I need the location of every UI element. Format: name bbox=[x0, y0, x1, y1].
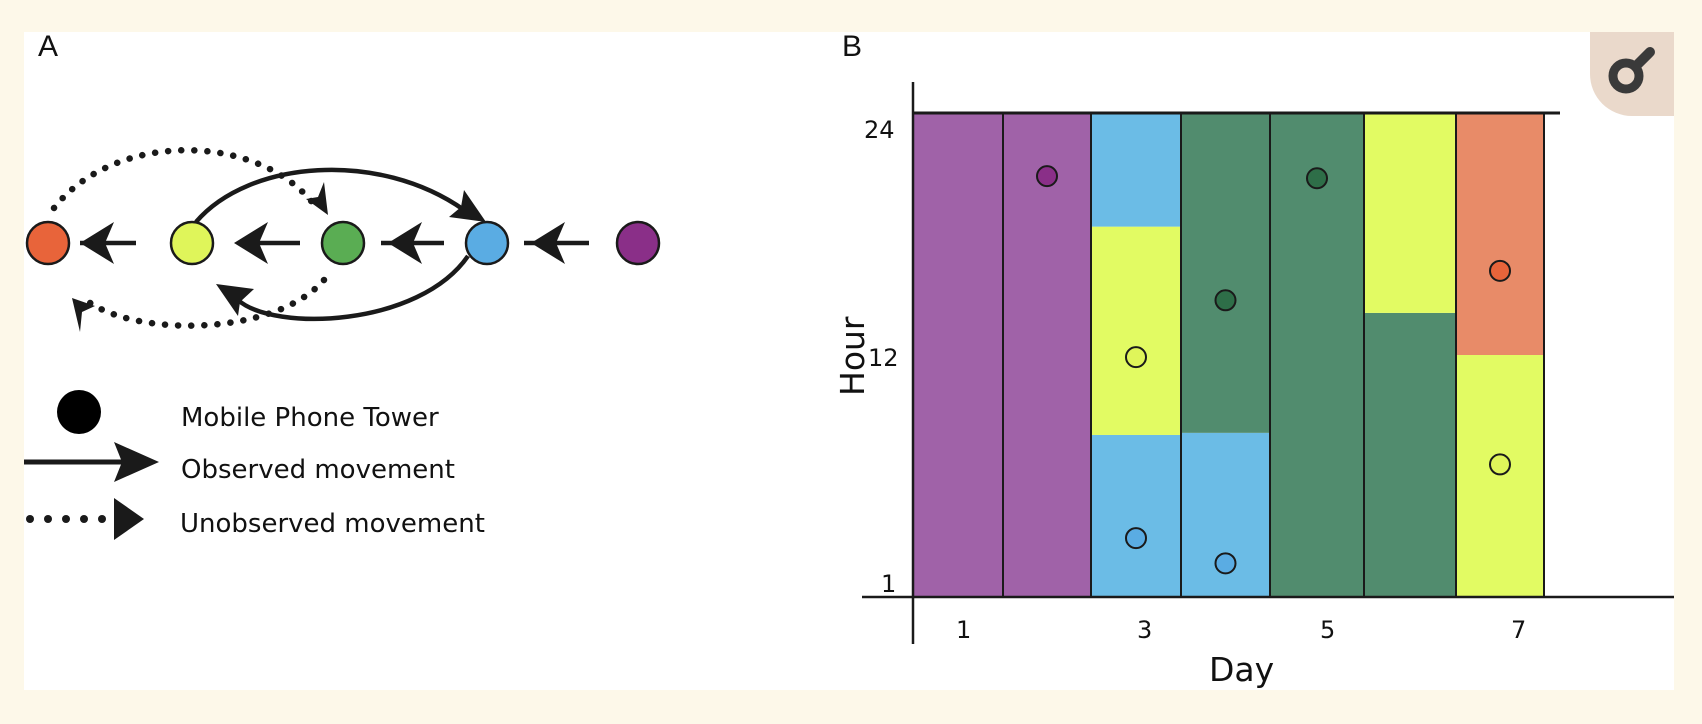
bar-segment-day-7-yellow bbox=[1456, 355, 1544, 597]
x-tick-5: 5 bbox=[1320, 616, 1335, 644]
zoom-button[interactable] bbox=[1590, 32, 1674, 116]
arrowhead-icon bbox=[306, 182, 328, 215]
tower-nodes bbox=[25, 220, 661, 266]
bar-segment-day-7-orange bbox=[1456, 113, 1544, 355]
location-marker-day-7-yellow bbox=[1489, 453, 1511, 476]
location-marker-day-4-blue bbox=[1214, 552, 1237, 575]
location-marker-day-3-yellow bbox=[1125, 346, 1147, 369]
location-markers bbox=[1036, 165, 1511, 575]
arrowhead-icon bbox=[234, 222, 268, 264]
unobserved-edges bbox=[50, 147, 328, 329]
bar-segment-day-3-blue bbox=[1091, 113, 1181, 227]
location-marker-day-7-orange bbox=[1489, 259, 1511, 282]
tower-node-green bbox=[320, 220, 366, 266]
legend-unobserved-dots bbox=[26, 515, 106, 523]
legend-unobserved-arrow-icon bbox=[114, 498, 144, 540]
figure: A bbox=[24, 32, 1674, 690]
x-axis-title: Day bbox=[1209, 650, 1274, 689]
y-tick-24: 24 bbox=[864, 116, 895, 144]
legend-observed-label: Observed movement bbox=[181, 455, 455, 485]
legend-unobserved-label: Unobserved movement bbox=[180, 509, 485, 539]
y-tick-12: 12 bbox=[868, 344, 899, 372]
bar-segment-day-3-blue bbox=[1091, 434, 1181, 597]
observed-arrowheads bbox=[80, 190, 565, 316]
y-axis-title: Hour bbox=[833, 316, 872, 396]
location-marker-day-2-purple bbox=[1036, 165, 1058, 188]
x-tick-3: 3 bbox=[1137, 616, 1152, 644]
panel-b-label: B bbox=[842, 32, 862, 63]
arrowhead-icon bbox=[72, 298, 95, 332]
bar-segment-day-4-green bbox=[1181, 113, 1270, 433]
location-marker-day-5-green bbox=[1306, 167, 1328, 190]
zoom-icon bbox=[1608, 47, 1655, 94]
bar-segment-day-3-yellow bbox=[1091, 226, 1181, 435]
arrowhead-icon bbox=[388, 222, 422, 264]
location-marker-day-3-blue bbox=[1125, 527, 1147, 550]
bar-segment-day-5-green bbox=[1270, 113, 1364, 597]
legend-tower-label: Mobile Phone Tower bbox=[181, 403, 439, 433]
panel-a: A bbox=[24, 32, 661, 540]
y-tick-1: 1 bbox=[881, 570, 896, 598]
tower-node-orange bbox=[25, 220, 71, 266]
x-tick-7: 7 bbox=[1511, 616, 1526, 644]
panel-a-label: A bbox=[38, 32, 58, 63]
day-bars bbox=[912, 113, 1545, 597]
bar-segment-day-6-yellow bbox=[1364, 113, 1456, 313]
legend-tower-icon bbox=[57, 390, 101, 434]
x-tick-1: 1 bbox=[956, 616, 971, 644]
edge-yellow-to-blue bbox=[194, 167, 466, 224]
edge-blue-to-yellow bbox=[236, 254, 470, 322]
legend-observed-arrow-icon bbox=[114, 442, 159, 482]
legend: Mobile Phone Tower Observed movement Uno… bbox=[24, 390, 485, 540]
unobserved-arrowheads bbox=[72, 182, 328, 332]
bar-segment-day-6-green bbox=[1364, 312, 1456, 597]
edge-green-to-orange-dotted bbox=[82, 276, 328, 329]
edge-orange-to-green-dotted bbox=[50, 147, 316, 212]
location-marker-day-4-green bbox=[1214, 289, 1237, 312]
panel-b: B 24 12 1 1 3 5 7 Day Hour bbox=[833, 32, 1674, 689]
tower-node-blue bbox=[464, 220, 510, 266]
tower-node-yellow bbox=[169, 220, 215, 266]
observed-edges bbox=[80, 167, 589, 322]
arrowhead-icon bbox=[531, 222, 565, 264]
bar-segment-day-2-purple bbox=[1003, 113, 1091, 597]
arrowhead-icon bbox=[216, 284, 254, 316]
arrowhead-icon bbox=[80, 222, 114, 264]
bar-segment-day-1-purple bbox=[913, 113, 1003, 597]
arrowhead-icon bbox=[449, 190, 486, 222]
tower-node-purple bbox=[615, 220, 661, 266]
